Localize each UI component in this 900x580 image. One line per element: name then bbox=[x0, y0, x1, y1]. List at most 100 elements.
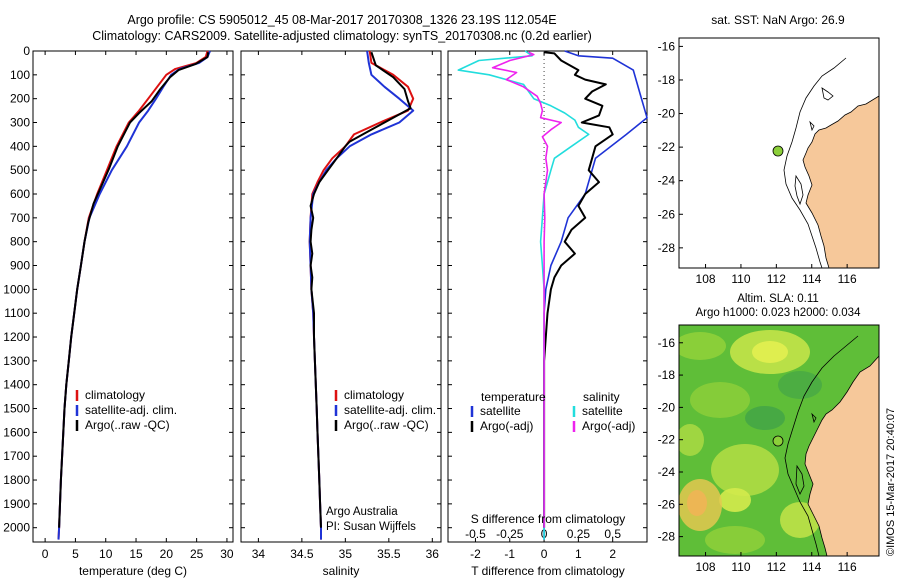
sst-map-title: sat. SST: NaN Argo: 26.9 bbox=[711, 13, 845, 27]
difference-series-satellite bbox=[543, 50, 648, 540]
difference-x-tick-label: 0 bbox=[541, 547, 548, 561]
sst-map-lon-tick-label: 116 bbox=[838, 272, 857, 286]
temperature-series-climatology bbox=[57, 50, 209, 540]
salinity-legend-label: Argo(..raw -QC) bbox=[344, 418, 429, 432]
depth-tick-label: 1300 bbox=[3, 354, 30, 368]
sst-map-land bbox=[802, 95, 879, 268]
depth-tick-label: 700 bbox=[10, 211, 30, 225]
temperature-chart: 0 5 10 15 20 25 300100200300400500600700800900… bbox=[3, 44, 234, 561]
depth-tick-label: 900 bbox=[10, 259, 30, 273]
depth-tick-label: 1100 bbox=[4, 306, 30, 320]
sla-map-title: Altim. SLA: 0.11 bbox=[737, 293, 819, 305]
sla-map-isobath bbox=[784, 335, 859, 556]
difference-series-satellite bbox=[457, 50, 590, 540]
salinity-x-tick-label: 36 bbox=[426, 547, 440, 561]
difference-s-tick-label: 0.25 bbox=[567, 527, 591, 541]
sla-map-axes: 108 110 112 114 116 -16 -18 -20 -22 -24 -26 -28 bbox=[658, 336, 857, 574]
difference-x-tick-label: -1 bbox=[504, 547, 515, 561]
sst-map-lon-tick-label: 110 bbox=[731, 272, 750, 286]
difference-s-tick-label: -0.25 bbox=[496, 527, 524, 541]
sst-map-lon-tick-label: 112 bbox=[767, 272, 786, 286]
sst-map-lat-tick-label: -20 bbox=[658, 107, 676, 121]
difference-legend-label: Argo(-adj) bbox=[582, 419, 635, 433]
sst-map-lat-tick-label: -26 bbox=[658, 207, 676, 221]
sla-map-land bbox=[804, 355, 879, 556]
sla-map-lat-tick-label: -22 bbox=[658, 433, 676, 447]
sla-map-lat-tick-label: -18 bbox=[658, 368, 676, 382]
temperature-x-tick-label: 10 bbox=[99, 547, 113, 561]
sst-map-lat-tick-label: -28 bbox=[658, 241, 676, 255]
sst-map-lon-tick-label: 108 bbox=[696, 272, 716, 286]
temperature-x-axis-label: temperature (deg C) bbox=[79, 564, 187, 578]
sla-map-lon-tick-label: 110 bbox=[731, 560, 750, 574]
salinity-legend-label: climatology bbox=[344, 388, 404, 402]
sst-map-axes: 108 110 112 114 116 -16 -18 -20 -22 -24 -26 -28 bbox=[658, 39, 857, 286]
difference-chart: -2 -1 0 1 2-0.5 -0.25 0 0.25 0.5satelliteArgo(-a… bbox=[448, 50, 648, 561]
difference-legend-temperature-header: temperature bbox=[481, 390, 546, 404]
depth-tick-label: 300 bbox=[10, 116, 30, 130]
salinity-x-tick-label: 34 bbox=[252, 547, 266, 561]
sla-map-lat-tick-label: -24 bbox=[658, 465, 676, 479]
difference-x-tick-label: 1 bbox=[575, 547, 582, 561]
salinity-x-tick-label: 35.5 bbox=[377, 547, 401, 561]
sla-map-lat-tick-label: -20 bbox=[658, 400, 676, 414]
depth-tick-label: 1500 bbox=[3, 402, 30, 416]
depth-tick-label: 1800 bbox=[3, 473, 30, 487]
depth-tick-label: 1900 bbox=[3, 497, 30, 511]
sla-map bbox=[679, 325, 879, 556]
depth-tick-label: 600 bbox=[10, 187, 30, 201]
salinity-panel-frame bbox=[240, 50, 442, 543]
depth-tick-label: 0 bbox=[23, 44, 30, 58]
difference-series-argo-adj- bbox=[543, 51, 614, 528]
imos-timestamp: ©IMOS 15-Mar-2017 20:40:07 bbox=[885, 408, 897, 556]
salinity-chart: 34 34.5 35 35.5 36 climatologysatellite-adj. … bbox=[241, 50, 441, 561]
depth-tick-label: 1700 bbox=[3, 449, 30, 463]
depth-tick-label: 500 bbox=[10, 163, 30, 177]
difference-top-axis-label: S difference from climatology bbox=[471, 512, 626, 526]
temperature-x-tick-label: 30 bbox=[220, 547, 234, 561]
difference-series-argo-adj- bbox=[491, 51, 562, 528]
sla-map-coast-islands bbox=[795, 412, 817, 495]
sla-map-lon-tick-label: 108 bbox=[696, 560, 716, 574]
difference-panel-frame bbox=[447, 50, 648, 543]
difference-s-tick-label: -0.5 bbox=[465, 527, 486, 541]
sla-map-lon-tick-label: 116 bbox=[838, 560, 857, 574]
sst-map-lat-tick-label: -18 bbox=[658, 73, 676, 87]
sst-map-frame bbox=[678, 37, 880, 269]
sst-map-lat-tick-label: -16 bbox=[658, 39, 676, 53]
depth-tick-label: 800 bbox=[10, 235, 30, 249]
temperature-x-tick-label: 25 bbox=[190, 547, 204, 561]
temperature-series-satellite-adj-clim- bbox=[57, 50, 211, 540]
credit-line-2: PI: Susan Wijffels bbox=[326, 521, 416, 533]
depth-tick-label: 1200 bbox=[3, 330, 30, 344]
sla-map-lon-tick-label: 112 bbox=[767, 560, 786, 574]
temperature-legend-label: satellite-adj. clim. bbox=[85, 403, 177, 417]
sla-map-lon-tick-label: 114 bbox=[802, 560, 821, 574]
difference-legend-label: satellite bbox=[480, 404, 521, 418]
sst-map-float-marker bbox=[772, 145, 784, 157]
sla-map-lat-tick-label: -26 bbox=[658, 497, 676, 511]
depth-tick-label: 1000 bbox=[3, 282, 30, 296]
salinity-series-satellite-adj-clim- bbox=[308, 50, 415, 540]
temperature-x-tick-label: 20 bbox=[160, 547, 174, 561]
salinity-series-argo-raw-qc- bbox=[309, 51, 412, 528]
temperature-x-tick-label: 0 bbox=[42, 547, 49, 561]
sst-map-lat-tick-label: -24 bbox=[658, 174, 676, 188]
sst-map-coast-islands bbox=[794, 87, 834, 206]
depth-tick-label: 100 bbox=[10, 68, 30, 82]
difference-legend-salinity-header: salinity bbox=[583, 390, 620, 404]
salinity-x-tick-label: 34.5 bbox=[290, 547, 314, 561]
difference-legend-label: Argo(-adj) bbox=[480, 419, 533, 433]
sst-map bbox=[679, 38, 879, 268]
salinity-series-climatology bbox=[308, 50, 415, 540]
difference-s-tick-label: 0.5 bbox=[604, 527, 621, 541]
sla-map-subtitle: Argo h1000: 0.023 h2000: 0.034 bbox=[696, 307, 862, 319]
difference-x-tick-label: 2 bbox=[609, 547, 616, 561]
figure-subtitle: Climatology: CARS2009. Satellite-adjuste… bbox=[92, 29, 592, 43]
depth-tick-label: 2000 bbox=[3, 521, 30, 535]
credit-line-1: Argo Australia bbox=[326, 506, 398, 518]
sla-map-lat-tick-label: -16 bbox=[658, 336, 676, 350]
temperature-panel-frame bbox=[32, 50, 234, 543]
temperature-legend-label: Argo(..raw -QC) bbox=[85, 418, 170, 432]
figure-title: Argo profile: CS 5905012_45 08-Mar-2017 … bbox=[127, 13, 556, 27]
